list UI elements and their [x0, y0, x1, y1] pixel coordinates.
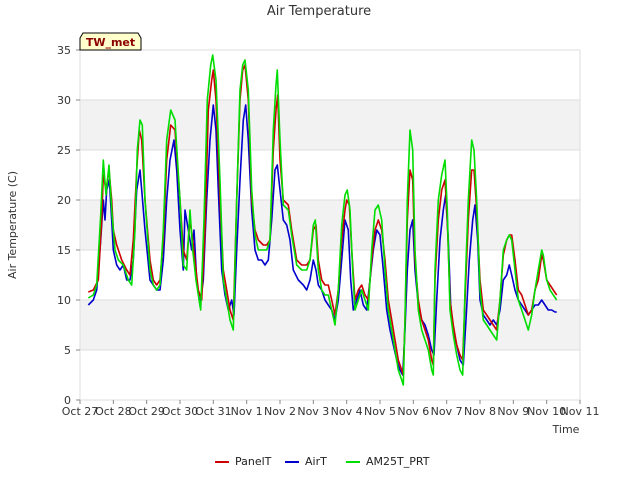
y-axis-label: Air Temperature (C): [6, 171, 19, 279]
badge-label: TW_met: [86, 36, 135, 49]
legend-item-airt: AirT: [285, 455, 327, 468]
x-tick-label: Nov 11: [561, 405, 600, 418]
station-badge: TW_met: [79, 32, 142, 51]
x-tick-label: Oct 31: [195, 405, 232, 418]
legend-item-panelt: PanelT: [215, 455, 272, 468]
y-tick-label: 10: [57, 294, 71, 307]
y-axis-ticks: 0 5 10 15 20 25 30 35: [57, 44, 80, 407]
y-tick-label: 5: [64, 344, 71, 357]
x-axis-label: Time: [552, 423, 580, 436]
x-tick-label: Nov 6: [397, 405, 429, 418]
legend-item-am25t-prt: AM25T_PRT: [346, 455, 430, 468]
x-tick-label: Nov 3: [297, 405, 329, 418]
x-tick-label: Oct 27: [62, 405, 99, 418]
y-tick-label: 30: [57, 94, 71, 107]
plot-background: [80, 50, 580, 400]
y-tick-label: 35: [57, 44, 71, 57]
x-tick-label: Nov 2: [264, 405, 296, 418]
grid-band: [80, 100, 580, 150]
x-tick-label: Oct 28: [95, 405, 132, 418]
series-layer: [87, 54, 558, 386]
chart-title: Air Temperature: [267, 4, 371, 19]
x-tick-label: Oct 29: [128, 405, 165, 418]
y-tick-label: 25: [57, 144, 71, 157]
y-tick-label: 0: [64, 394, 71, 407]
x-tick-label: Nov 4: [331, 405, 363, 418]
x-tick-label: Nov 5: [364, 405, 396, 418]
badge-box: [79, 32, 142, 51]
legend: PanelT AirT AM25T_PRT: [215, 455, 430, 468]
x-tick-label: Nov 9: [497, 405, 529, 418]
x-tick-label: Nov 7: [431, 405, 463, 418]
y-tick-label: 15: [57, 244, 71, 257]
y-tick-label: 20: [57, 194, 71, 207]
series-line-am25t-prt: [87, 54, 558, 386]
x-tick-label: Nov 1: [231, 405, 263, 418]
legend-label: PanelT: [235, 455, 272, 468]
legend-label: AM25T_PRT: [366, 455, 430, 468]
x-tick-label: Oct 30: [162, 405, 199, 418]
x-tick-label: Nov 8: [464, 405, 496, 418]
grid-band: [80, 200, 580, 250]
x-tick-label: Nov 10: [527, 405, 566, 418]
legend-label: AirT: [305, 455, 327, 468]
